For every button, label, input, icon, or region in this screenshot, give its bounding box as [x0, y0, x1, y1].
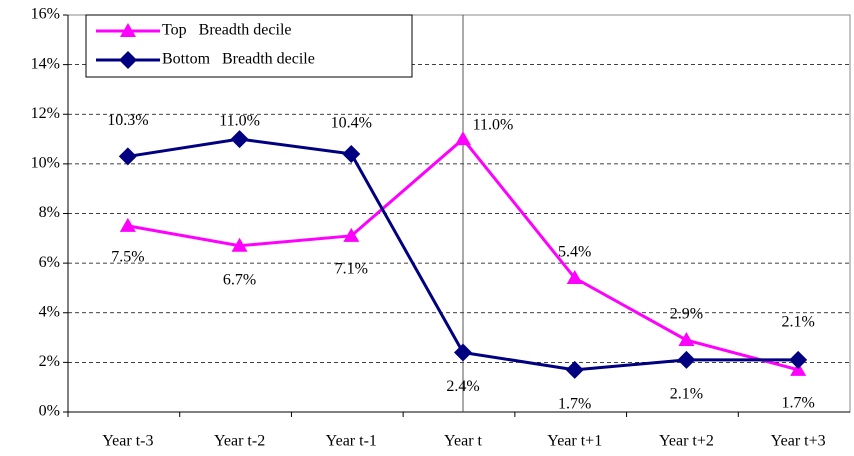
legend-marker [119, 51, 137, 69]
data-label: 6.7% [223, 271, 256, 288]
data-label: 5.4% [558, 244, 591, 261]
data-label: 7.1% [335, 261, 368, 278]
data-label: 11.0% [219, 113, 260, 130]
x-tick-label: Year t+3 [771, 433, 826, 450]
x-tick-label: Year t+1 [547, 433, 602, 450]
marker [566, 270, 583, 285]
legend-box [85, 14, 413, 78]
legend: Top Breadth decile Bottom Breadth decile [85, 14, 413, 78]
marker [678, 332, 695, 347]
y-tick-label: 14% [31, 55, 60, 72]
data-label: 1.7% [781, 394, 814, 411]
y-tick-label: 0% [39, 403, 60, 420]
marker [118, 147, 137, 166]
x-tick-label: Year t-1 [326, 433, 377, 450]
marker [343, 227, 360, 242]
legend-marker [120, 23, 136, 37]
data-label: 10.3% [107, 112, 148, 129]
data-label: 7.5% [111, 249, 144, 266]
y-tick-label: 16% [31, 6, 60, 23]
data-label: 2.1% [670, 386, 703, 403]
x-tick-label: Year t-3 [102, 433, 153, 450]
marker [119, 217, 136, 232]
marker [342, 144, 361, 163]
y-tick-label: 10% [31, 155, 60, 172]
y-tick-label: 2% [39, 353, 60, 370]
data-label: 2.9% [670, 306, 703, 323]
y-tick-label: 6% [39, 254, 60, 271]
x-tick-label: Year t+2 [659, 433, 714, 450]
legend-label: Top Breadth decile [162, 22, 292, 39]
y-tick-label: 4% [39, 303, 60, 320]
marker [789, 350, 808, 369]
marker [231, 237, 248, 252]
y-tick-label: 12% [31, 105, 60, 122]
data-label: 2.4% [446, 378, 479, 395]
x-tick-label: Year t [444, 433, 482, 450]
data-label: 11.0% [473, 117, 514, 134]
y-tick-label: 8% [39, 204, 60, 221]
marker [565, 360, 584, 379]
data-label: 2.1% [781, 314, 814, 331]
marker [454, 343, 472, 362]
x-tick-label: Year t-2 [214, 433, 265, 450]
legend-label: Bottom Breadth decile [162, 51, 315, 68]
marker [230, 130, 249, 149]
data-label: 1.7% [558, 395, 591, 412]
marker [677, 350, 696, 369]
data-label: 10.4% [331, 115, 372, 132]
marker [455, 131, 471, 146]
